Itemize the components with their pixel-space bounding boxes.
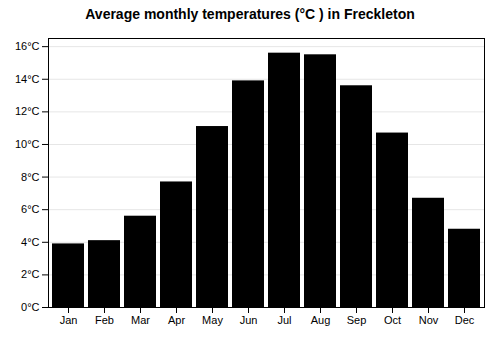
svg-text:Apr: Apr [168,314,185,326]
svg-text:Feb: Feb [95,314,114,326]
svg-text:0°C: 0°C [21,301,40,313]
html-text:Average monthly temperatures (: Average monthly temperatures (°C ) in Fr… [85,6,415,22]
svg-text:Oct: Oct [384,314,401,326]
svg-text:Mar: Mar [131,314,150,326]
svg-text:Jul: Jul [277,314,291,326]
svg-text:Nov: Nov [419,314,439,326]
svg-text:Jun: Jun [240,314,258,326]
svg-text:12°C: 12°C [15,105,40,117]
svg-text:16°C: 16°C [15,40,40,52]
svg-text:Jan: Jan [60,314,78,326]
svg-text:May: May [202,314,223,326]
svg-text:2°C: 2°C [21,268,40,280]
svg-text:Sep: Sep [347,314,367,326]
svg-text:4°C: 4°C [21,236,40,248]
svg-text:6°C: 6°C [21,203,40,215]
svg-text:Aug: Aug [311,314,331,326]
svg-text:8°C: 8°C [21,171,40,183]
svg-text:10°C: 10°C [15,138,40,150]
svg-text:Dec: Dec [455,314,475,326]
svg-text:14°C: 14°C [15,73,40,85]
